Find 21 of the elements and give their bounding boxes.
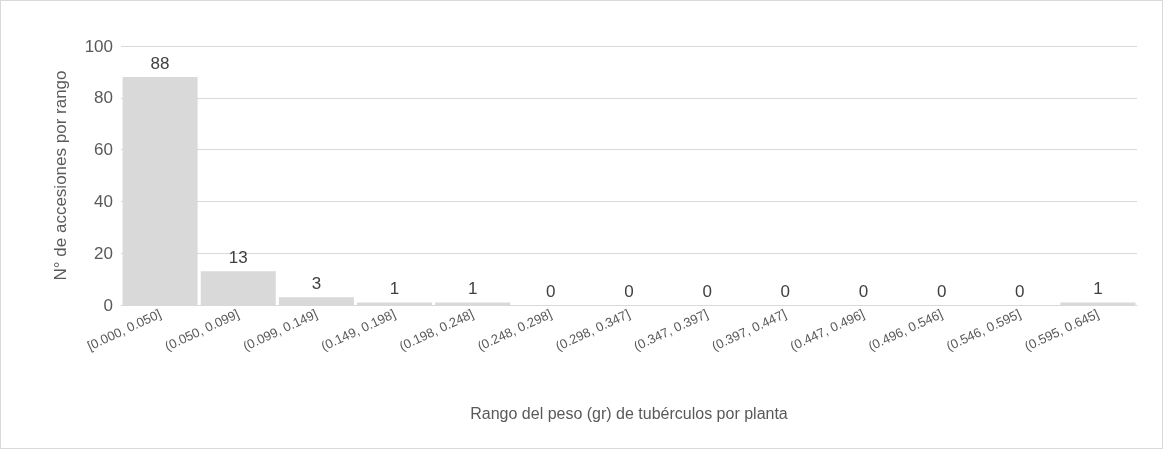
data-label: 0 <box>858 282 869 301</box>
y-tick-label: 20 <box>94 243 113 263</box>
data-label: 1 <box>389 279 400 299</box>
data-label: 1 <box>467 279 478 299</box>
data-label: 0 <box>546 282 556 301</box>
data-label: 0 <box>702 282 712 301</box>
data-label: 1 <box>1093 279 1103 299</box>
data-label: 88 <box>150 54 170 74</box>
y-tick-label: 100 <box>84 36 113 56</box>
x-axis-title: Rango del peso (gr) de tubérculos por planta <box>470 404 788 422</box>
y-tick-label: 0 <box>103 295 113 315</box>
data-label: 3 <box>311 274 322 294</box>
data-label: 13 <box>228 248 248 268</box>
y-tick-label: 40 <box>94 191 113 211</box>
data-label: 0 <box>1015 282 1025 301</box>
data-label: 0 <box>780 282 791 301</box>
data-label: 0 <box>936 282 947 301</box>
y-tick-label: 60 <box>94 140 113 160</box>
data-label: 0 <box>624 282 634 301</box>
y-tick-label: 80 <box>94 88 113 108</box>
y-axis-title: N° de accesiones por rango <box>50 70 70 281</box>
